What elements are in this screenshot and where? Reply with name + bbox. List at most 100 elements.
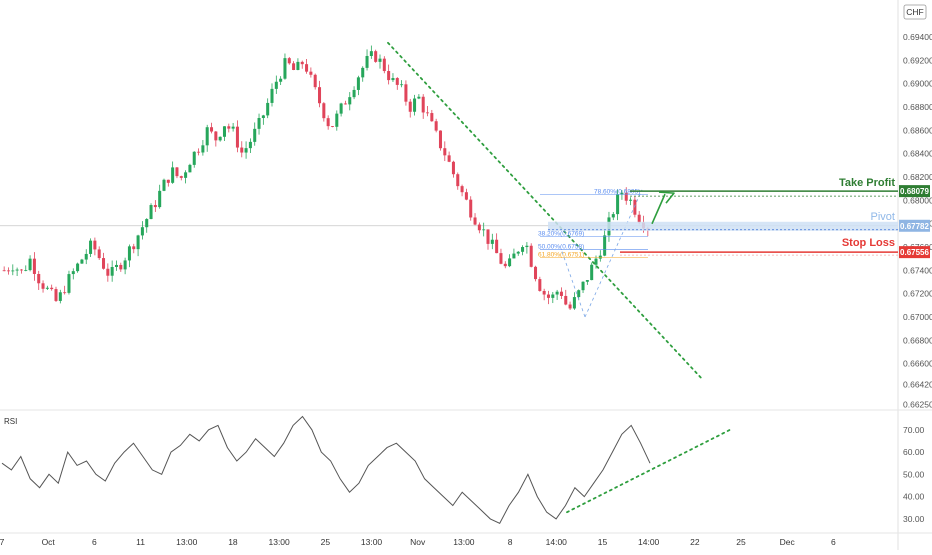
candle-body — [192, 151, 196, 165]
fib-anchor-line — [584, 189, 643, 318]
rsi-support-trendline — [566, 428, 731, 514]
candle-body — [438, 130, 442, 149]
candle-body — [339, 103, 343, 114]
candle-body — [106, 268, 110, 276]
candle-body — [417, 96, 421, 99]
candle-body — [248, 141, 252, 149]
candle-body — [365, 55, 369, 68]
candle-body — [19, 269, 23, 271]
candle-body — [45, 287, 49, 289]
candle-body — [296, 61, 300, 70]
candle-body — [568, 304, 572, 309]
take-profit-label: Take Profit — [839, 177, 895, 189]
candle-body — [257, 118, 261, 129]
downtrend-line — [387, 41, 703, 380]
time-tick-label: 25 — [321, 537, 331, 547]
candle-body — [292, 63, 296, 70]
time-tick-label: 22 — [690, 537, 700, 547]
candle-body — [127, 246, 131, 261]
candle-body — [218, 136, 222, 141]
candle-body — [41, 283, 45, 289]
candle-body — [235, 126, 239, 148]
price-tick-label: 0.66420 — [903, 380, 932, 390]
candle-body — [279, 78, 283, 82]
pivot-price-badge — [899, 219, 930, 232]
rsi-axis: 70.00 60.00 50.00 40.00 30.00 — [903, 425, 925, 524]
pivot-price-badge-text: 0.67782 — [900, 222, 929, 231]
candle-body — [231, 126, 235, 129]
candle-body — [201, 145, 205, 153]
candle-body — [460, 186, 464, 193]
price-tick-label: 0.68000 — [903, 195, 932, 205]
candle-body — [551, 294, 555, 298]
price-tick-label: 0.69200 — [903, 55, 932, 65]
candle-body — [538, 279, 542, 291]
candle-body — [318, 87, 322, 104]
candle-body — [577, 290, 581, 298]
price-tick-label: 0.68600 — [903, 125, 932, 135]
time-tick-label: 13:00 — [268, 537, 290, 547]
candle-body — [76, 263, 80, 272]
candle-body — [590, 264, 594, 281]
pivot-label: Pivot — [871, 211, 895, 223]
rsi-tick-label: 40.00 — [903, 492, 925, 502]
time-tick-label: 13:00 — [361, 537, 383, 547]
candle-body — [330, 126, 334, 127]
candle-body — [598, 255, 602, 259]
arrow-shaft — [651, 193, 666, 225]
annotation-layer: 78.60%(0.6805) 38.20%(0.6769) 50.00%(0.675… — [387, 41, 930, 514]
candle-body — [145, 219, 149, 228]
candle-body — [629, 199, 633, 201]
candle-body — [166, 179, 170, 183]
candle-body — [149, 205, 153, 220]
candle-body — [361, 67, 365, 78]
candle-body — [11, 270, 15, 272]
candle-body — [71, 271, 75, 275]
stop-loss-label: Stop Loss — [842, 237, 895, 249]
fib-level-label: 38.20%(0.6769) — [538, 231, 584, 238]
candle-body — [546, 294, 550, 298]
price-tick-label: 0.68200 — [903, 172, 932, 182]
candle-body — [322, 103, 326, 119]
time-tick-label: 25 — [736, 537, 746, 547]
candle-body — [503, 263, 507, 267]
price-plot-area[interactable] — [0, 45, 898, 311]
candle-body — [274, 81, 278, 89]
candle-body — [430, 113, 434, 122]
candle-body — [28, 258, 32, 271]
candle-body — [136, 235, 140, 250]
candle-body — [270, 88, 274, 103]
candle-body — [421, 96, 425, 113]
candle-body — [555, 291, 559, 295]
candle-body — [352, 89, 356, 98]
candle-body — [309, 71, 313, 75]
candle-body — [123, 260, 127, 270]
candle-body — [102, 258, 106, 269]
time-tick-label: 6 — [92, 537, 97, 547]
time-axis: 7 Oct 6 11 13:00 18 13:00 25 13:00 Nov 13:00 8 14:00… — [0, 537, 836, 547]
candle-body — [313, 74, 317, 88]
candle-body — [456, 174, 460, 187]
candle-body — [63, 292, 67, 294]
price-tick-label: 0.68400 — [903, 149, 932, 159]
candle-body — [244, 148, 248, 153]
take-profit-price-badge — [899, 185, 930, 198]
price-tick-label: 0.68800 — [903, 102, 932, 112]
rsi-plot-area[interactable] — [1, 415, 651, 524]
price-tick-label: 0.69400 — [903, 32, 932, 42]
candle-body — [521, 247, 525, 252]
candle-body — [305, 64, 309, 72]
candle-body — [525, 245, 529, 248]
candle-body — [175, 167, 179, 177]
candle-body — [495, 239, 499, 254]
candle-body — [132, 246, 136, 250]
fib-level-label: 61.80%(0.6751) — [538, 252, 584, 259]
candle-body — [387, 71, 391, 81]
candle-body — [529, 245, 533, 267]
time-tick-label: 13:00 — [453, 537, 475, 547]
candle-body — [482, 229, 486, 231]
price-tick-label: 0.66600 — [903, 359, 932, 369]
candle-body — [32, 258, 36, 274]
rsi-line — [1, 415, 651, 524]
